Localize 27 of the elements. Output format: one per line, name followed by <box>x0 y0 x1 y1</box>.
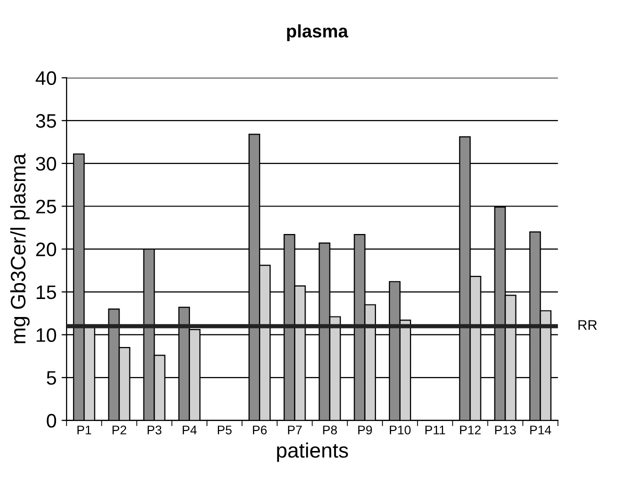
x-tick-label: P4 <box>182 426 197 434</box>
x-tick-label: P10 <box>390 426 411 434</box>
y-tick-label: 20 <box>36 242 56 256</box>
x-tick-label: P6 <box>252 426 267 434</box>
x-tick-label: P1 <box>78 426 92 434</box>
y-tick-label: 10 <box>36 328 56 342</box>
x-tick-label: P13 <box>495 426 516 434</box>
y-tick-label: 35 <box>36 114 56 128</box>
y-tick-label: 15 <box>36 286 56 300</box>
x-tick-label: P5 <box>218 426 232 434</box>
y-tick-label: 30 <box>36 156 56 171</box>
y-axis-title: mg Gb3Cer/l plasma <box>10 154 30 344</box>
x-tick-label: P2 <box>112 426 126 434</box>
y-tick-label: 40 <box>36 71 56 85</box>
ref-line-label: RR <box>578 320 597 330</box>
x-tick-label: P7 <box>288 426 302 434</box>
x-tick-label: P8 <box>323 426 337 434</box>
x-axis-title: patients <box>277 442 348 462</box>
x-tick-label: P11 <box>425 426 446 434</box>
x-tick-label: P12 <box>460 426 481 434</box>
y-tick-label: 5 <box>46 371 56 385</box>
y-tick-label: 0 <box>46 414 56 428</box>
x-tick-label: P3 <box>148 426 162 434</box>
y-tick-label: 25 <box>36 200 56 214</box>
x-tick-label: P9 <box>358 426 372 434</box>
x-tick-label: P14 <box>530 426 552 434</box>
chart-title: plasma <box>287 24 348 42</box>
